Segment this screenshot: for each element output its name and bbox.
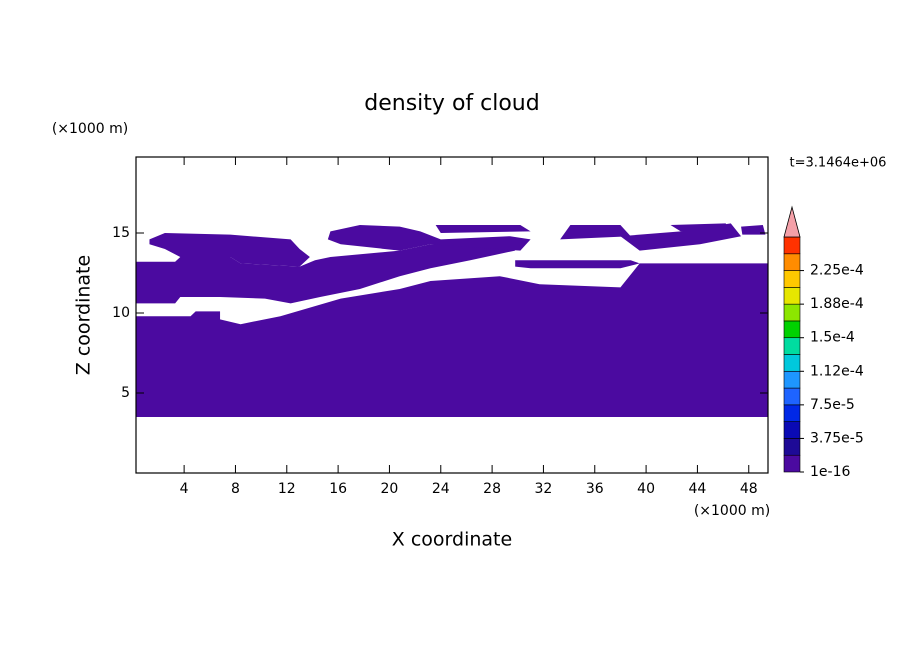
- colorbar-swatch: [783, 270, 801, 288]
- cloud-region: [136, 263, 768, 417]
- x-tick-label: 12: [278, 481, 296, 497]
- time-label: t=3.1464e+06: [790, 156, 887, 171]
- cloud-region: [136, 244, 516, 304]
- y-tick-label: 10: [112, 305, 130, 321]
- colorbar-swatch: [783, 404, 801, 422]
- cloud-region: [560, 225, 631, 240]
- chart-title: density of cloud: [364, 91, 539, 116]
- x-tick-label: 40: [637, 481, 655, 497]
- x-unit: (×1000 m): [694, 503, 770, 519]
- colorbar-swatch: [783, 303, 801, 322]
- cloud-region: [741, 225, 766, 235]
- colorbar-swatch: [783, 236, 801, 255]
- x-tick-label: 36: [586, 481, 604, 497]
- colorbar-tick-label: 1.12e-4: [810, 363, 864, 379]
- colorbar-tick-label: 1e-16: [810, 464, 850, 480]
- x-tick-label: 8: [231, 481, 240, 497]
- plot-frame: [135, 156, 769, 474]
- x-tick-label: 32: [535, 481, 553, 497]
- colorbar-swatch: [783, 253, 801, 271]
- colorbar-swatch: [783, 370, 801, 389]
- colorbar-swatch: [783, 320, 801, 339]
- y-axis-label: Z coordinate: [73, 255, 95, 375]
- x-tick-label: 28: [483, 481, 501, 497]
- y-tick-label: 15: [112, 225, 130, 241]
- contour-fill: [136, 223, 768, 417]
- x-tick-label: 4: [180, 481, 189, 497]
- x-axis-label: X coordinate: [392, 529, 512, 551]
- colorbar-swatch: [783, 387, 801, 406]
- x-tick-label: 44: [689, 481, 707, 497]
- colorbar-swatch: [783, 287, 801, 305]
- colorbar-tick-label: 3.75e-5: [810, 430, 864, 446]
- y-tick-label: 5: [121, 385, 130, 401]
- colorbar-tick-label: 2.25e-4: [810, 263, 864, 279]
- cloud-region: [435, 225, 531, 233]
- colorbar-swatch: [783, 421, 801, 439]
- cloud-region: [515, 260, 640, 269]
- colorbar-swatch: [783, 438, 801, 456]
- colorbar-swatch: [783, 337, 801, 355]
- colorbar-tick-label: 7.5e-5: [810, 397, 855, 413]
- cloud-region: [670, 223, 731, 232]
- cloud-region: [327, 225, 531, 251]
- colorbar-extend: [783, 205, 801, 238]
- y-unit: (×1000 m): [52, 121, 128, 137]
- colorbar-swatch: [783, 454, 801, 473]
- cloud-region: [149, 233, 310, 267]
- colorbar-tick-label: 1.88e-4: [810, 296, 864, 312]
- x-tick-label: 20: [381, 481, 399, 497]
- x-tick-label: 48: [740, 481, 758, 497]
- colorbar-tick-label: 1.5e-4: [810, 330, 855, 346]
- x-tick-label: 16: [329, 481, 347, 497]
- colorbar-swatch: [783, 354, 801, 372]
- x-tick-label: 24: [432, 481, 450, 497]
